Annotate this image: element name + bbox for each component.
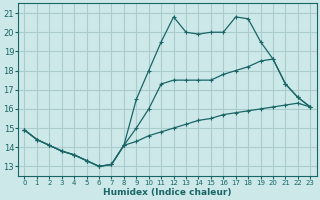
X-axis label: Humidex (Indice chaleur): Humidex (Indice chaleur)	[103, 188, 232, 197]
